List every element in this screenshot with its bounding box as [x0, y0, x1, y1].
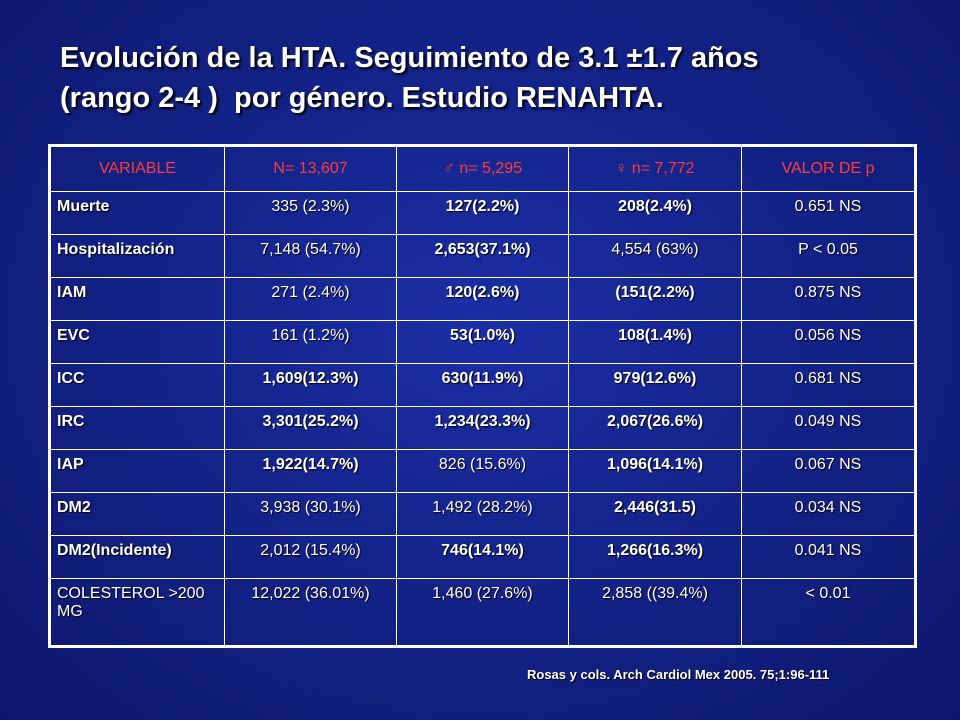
cell-p-value: P < 0.05 [741, 234, 916, 278]
cell-variable: EVC [49, 320, 225, 364]
cell-p-value: 0.049 NS [741, 406, 916, 450]
cell-variable: Hospitalización [49, 234, 225, 278]
citation-text: Rosas y cols. Arch Cardiol Mex 2005. 75;… [527, 667, 830, 682]
cell-p-value: 0.056 NS [741, 320, 916, 364]
cell-female: 4,554 (63%) [568, 234, 742, 278]
cell-male: 2,653(37.1%) [396, 234, 569, 278]
cell-variable: IAM [49, 277, 225, 321]
table-row: COLESTEROL >200 MG 12,022 (36.01%) 1,460… [49, 578, 916, 647]
cell-female: 979(12.6%) [568, 363, 742, 407]
cell-total: 335 (2.3%) [224, 191, 397, 235]
table-row: IAP 1,922(14.7%) 826 (15.6%) 1,096(14.1%… [49, 449, 916, 493]
cell-female: 1,096(14.1%) [568, 449, 742, 493]
cell-male: 53(1.0%) [396, 320, 569, 364]
cell-total: 1,922(14.7%) [224, 449, 397, 493]
cell-male: 630(11.9%) [396, 363, 569, 407]
cell-male: 826 (15.6%) [396, 449, 569, 493]
cell-male: 120(2.6%) [396, 277, 569, 321]
cell-variable: COLESTEROL >200 MG [49, 578, 225, 647]
cell-variable: DM2(Incidente) [49, 535, 225, 579]
cell-male: 1,234(23.3%) [396, 406, 569, 450]
cell-male: 127(2.2%) [396, 191, 569, 235]
table-row: IRC 3,301(25.2%) 1,234(23.3%) 2,067(26.6… [49, 406, 916, 450]
cell-total: 2,012 (15.4%) [224, 535, 397, 579]
cell-variable: ICC [49, 363, 225, 407]
cell-total: 12,022 (36.01%) [224, 578, 397, 647]
cell-total: 3,301(25.2%) [224, 406, 397, 450]
cell-variable: IAP [49, 449, 225, 493]
cell-female: 208(2.4%) [568, 191, 742, 235]
cell-male: 1,492 (28.2%) [396, 492, 569, 536]
slide-title: Evolución de la HTA. Seguimiento de 3.1 … [60, 38, 920, 118]
cell-total: 1,609(12.3%) [224, 363, 397, 407]
cell-p-value: 0.681 NS [741, 363, 916, 407]
cell-p-value: 0.034 NS [741, 492, 916, 536]
table-row: IAM 271 (2.4%) 120(2.6%) (151(2.2%) 0.87… [49, 277, 916, 321]
cell-male: 746(14.1%) [396, 535, 569, 579]
header-variable: VARIABLE [49, 145, 225, 192]
cell-variable: DM2 [49, 492, 225, 536]
cell-total: 161 (1.2%) [224, 320, 397, 364]
cell-p-value: < 0.01 [741, 578, 916, 647]
cell-total: 3,938 (30.1%) [224, 492, 397, 536]
cell-female: 108(1.4%) [568, 320, 742, 364]
cell-variable: IRC [49, 406, 225, 450]
table-row: DM2 3,938 (30.1%) 1,492 (28.2%) 2,446(31… [49, 492, 916, 536]
cell-p-value: 0.041 NS [741, 535, 916, 579]
cell-female: 2,067(26.6%) [568, 406, 742, 450]
cell-female: 1,266(16.3%) [568, 535, 742, 579]
cell-female: 2,446(31.5) [568, 492, 742, 536]
table-row: Muerte 335 (2.3%) 127(2.2%) 208(2.4%) 0.… [49, 191, 916, 235]
header-female: ♀ n= 7,772 [568, 145, 742, 192]
table-row: EVC 161 (1.2%) 53(1.0%) 108(1.4%) 0.056 … [49, 320, 916, 364]
table-header-row: VARIABLE N= 13,607 ♂ n= 5,295 ♀ n= 7,772… [49, 145, 916, 192]
title-line-2: (rango 2-4 ) por género. Estudio RENAHTA… [60, 82, 664, 114]
cell-p-value: 0.875 NS [741, 277, 916, 321]
results-table: VARIABLE N= 13,607 ♂ n= 5,295 ♀ n= 7,772… [48, 144, 917, 648]
header-p-value: VALOR DE p [741, 145, 916, 192]
cell-female: 2,858 ((39.4%) [568, 578, 742, 647]
table-row: Hospitalización 7,148 (54.7%) 2,653(37.1… [49, 234, 916, 278]
header-total: N= 13,607 [224, 145, 397, 192]
table-row: ICC 1,609(12.3%) 630(11.9%) 979(12.6%) 0… [49, 363, 916, 407]
header-male: ♂ n= 5,295 [396, 145, 569, 192]
table-row: DM2(Incidente) 2,012 (15.4%) 746(14.1%) … [49, 535, 916, 579]
cell-female: (151(2.2%) [568, 277, 742, 321]
title-line-1: Evolución de la HTA. Seguimiento de 3.1 … [60, 42, 759, 74]
cell-p-value: 0.651 NS [741, 191, 916, 235]
cell-male: 1,460 (27.6%) [396, 578, 569, 647]
cell-variable: Muerte [49, 191, 225, 235]
cell-total: 271 (2.4%) [224, 277, 397, 321]
cell-total: 7,148 (54.7%) [224, 234, 397, 278]
cell-p-value: 0.067 NS [741, 449, 916, 493]
